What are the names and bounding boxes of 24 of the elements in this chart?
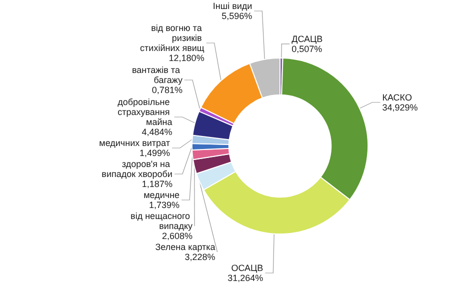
slice-label: медичне xyxy=(144,190,180,200)
data-label: 0,781% xyxy=(152,85,182,95)
slice-label: Зелена картка xyxy=(155,242,216,252)
data-label: 34,929% xyxy=(382,102,418,112)
data-label: 1,739% xyxy=(149,200,180,210)
data-label: 12,180% xyxy=(168,53,204,63)
slice-label: вантажів та багажу xyxy=(132,65,183,85)
data-label: 2,608% xyxy=(162,231,193,241)
slice-label: добровільне страхування майна xyxy=(118,97,172,127)
slice-label: від вогню та ризиків стихійних явищ xyxy=(140,23,205,53)
slice-label: Інші види xyxy=(212,1,252,11)
data-label: 1,499% xyxy=(139,148,170,158)
data-label: 31,264% xyxy=(228,273,264,283)
slice-label: ДСАЦВ xyxy=(292,34,323,44)
slice-label: КАСКО xyxy=(382,92,412,102)
data-label: 0,507% xyxy=(292,44,322,54)
data-label: 4,484% xyxy=(142,127,172,137)
slice-label: від нещасного випадку xyxy=(130,211,194,231)
data-label: 5,596% xyxy=(222,11,252,21)
slice-label: медичних витрат xyxy=(99,138,170,148)
data-label: 3,228% xyxy=(184,252,216,262)
slice-label: здоров'я на випадок хвороби xyxy=(102,159,172,179)
slice-label: ОСАЦВ xyxy=(231,263,264,273)
data-label: 1,187% xyxy=(142,179,172,189)
